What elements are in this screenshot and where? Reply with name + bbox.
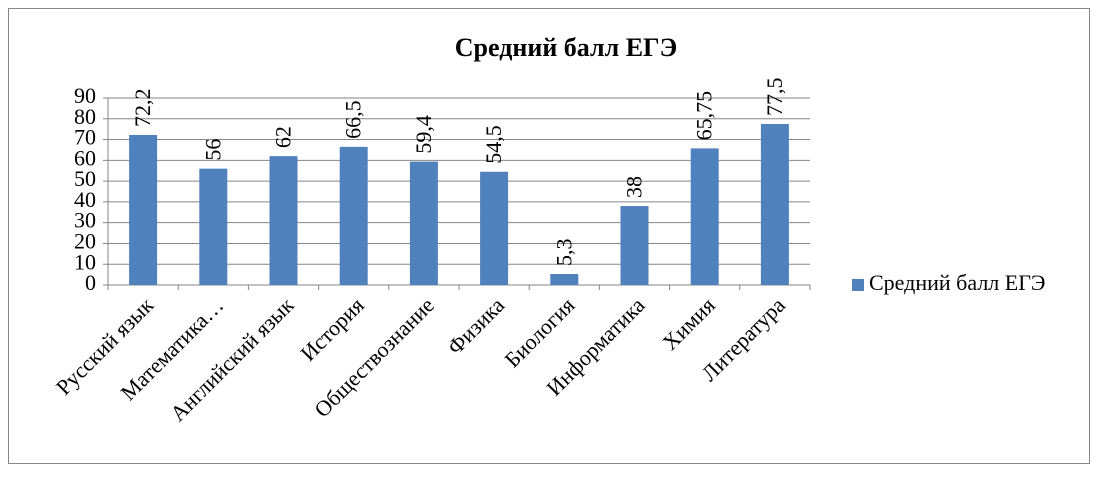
data-label: 38 [622,176,647,198]
bar [409,161,438,285]
y-tick-label: 40 [74,187,96,212]
y-tick-label: 90 [74,83,96,108]
bar [760,123,789,285]
y-tick-label: 50 [74,166,96,191]
legend-swatch [852,279,864,291]
legend-label: Средний балл ЕГЭ [869,270,1045,295]
y-tick-label: 0 [85,270,96,295]
bar [339,146,368,285]
chart-title: Средний балл ЕГЭ [455,33,677,62]
bar [269,156,298,285]
bar [620,206,649,285]
data-label: 65,75 [692,91,717,141]
data-label: 54,5 [481,125,506,163]
data-label: 62 [271,126,296,148]
bar [480,171,509,285]
y-tick-label: 70 [74,125,96,150]
data-label: 77,5 [762,77,787,116]
data-label: 56 [200,139,225,161]
bar [129,134,158,285]
y-tick-label: 60 [74,145,96,170]
data-label: 72,2 [130,88,155,127]
bar [550,273,579,285]
bar [199,168,228,285]
bar [690,148,719,285]
y-tick-label: 10 [74,249,96,274]
data-label: 59,4 [411,115,436,154]
y-tick-label: 20 [74,228,96,253]
y-tick-label: 30 [74,208,96,233]
data-label: 66,5 [341,100,366,139]
data-label: 5,3 [551,238,576,266]
y-tick-label: 80 [74,104,96,129]
chart-border [8,8,1090,464]
